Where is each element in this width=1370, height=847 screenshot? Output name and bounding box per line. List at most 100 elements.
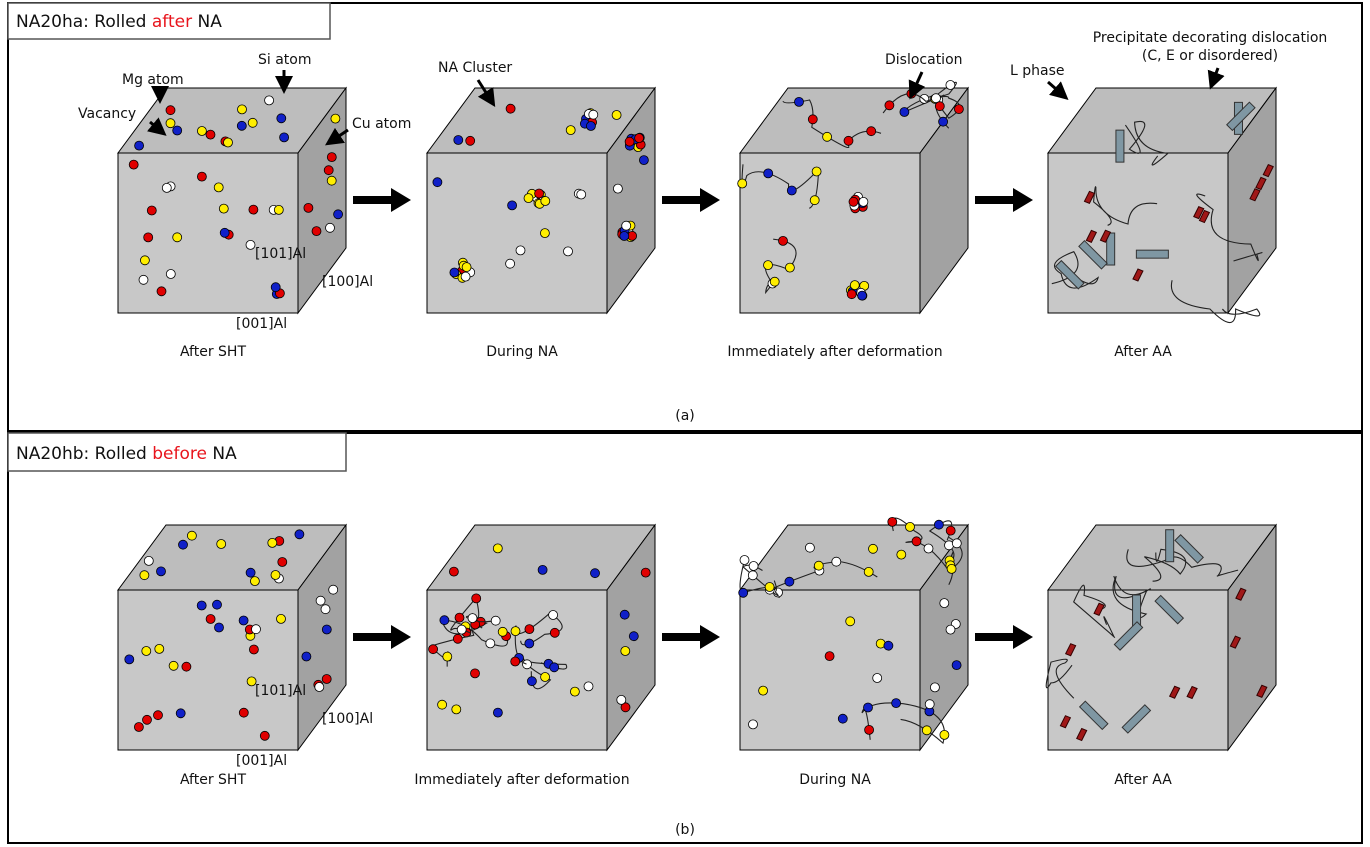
atom [506, 104, 515, 113]
atom [511, 657, 520, 666]
atom [277, 114, 286, 123]
atom [541, 197, 550, 206]
atom [897, 550, 906, 559]
atom [322, 625, 331, 634]
atom [187, 531, 196, 540]
atom [825, 652, 834, 661]
panel-title: NA20hb: Rolled before NA [16, 444, 237, 464]
stage-arrow [975, 625, 1033, 649]
atom [162, 183, 171, 192]
atom [550, 628, 559, 637]
atom [584, 682, 593, 691]
atom [925, 700, 934, 709]
atom [440, 616, 449, 625]
atom [912, 537, 921, 546]
atom [154, 711, 163, 720]
atom [453, 634, 462, 643]
atom [268, 538, 277, 547]
precipitate [1116, 130, 1124, 162]
cube-front [118, 590, 298, 750]
cube [738, 81, 968, 314]
atom [738, 179, 747, 188]
atom [271, 283, 280, 292]
atom [850, 281, 859, 290]
atom [838, 714, 847, 723]
atom [550, 663, 559, 672]
title-highlight: before [152, 444, 207, 464]
atom [237, 121, 246, 130]
axis-label: [001]Al [236, 316, 287, 332]
atom [213, 600, 222, 609]
atom [454, 136, 463, 145]
cube-front [1048, 153, 1228, 313]
atom [140, 256, 149, 265]
atom [629, 632, 638, 641]
atom [327, 153, 336, 162]
atom [892, 699, 901, 708]
atom [586, 122, 595, 131]
atom [315, 683, 324, 692]
atom [455, 613, 464, 622]
atom [749, 562, 758, 571]
atom [450, 268, 459, 277]
atom [277, 614, 286, 623]
atom [486, 639, 495, 648]
atom [147, 206, 156, 215]
atom [278, 558, 287, 567]
atom [621, 647, 630, 656]
title-text: NA [212, 444, 237, 464]
atom [566, 126, 575, 135]
atom [577, 190, 586, 199]
atom [144, 556, 153, 565]
axis-label: [101]Al [255, 683, 306, 699]
atom [549, 611, 558, 620]
annotation-arrow [1048, 82, 1064, 96]
atom [220, 228, 229, 237]
atom [166, 270, 175, 279]
atom [498, 627, 507, 636]
atom [846, 617, 855, 626]
atom [832, 557, 841, 566]
atom [493, 544, 502, 553]
atom [491, 616, 500, 625]
atom [920, 94, 929, 103]
atom [935, 102, 944, 111]
atom [157, 567, 166, 576]
atom [134, 723, 143, 732]
atom [217, 540, 226, 549]
atom [823, 132, 832, 141]
cube [118, 525, 346, 750]
caption: (b) [675, 822, 695, 838]
atom [946, 625, 955, 634]
atom [934, 520, 943, 529]
stage-arrow [975, 188, 1033, 212]
stage-label: Immediately after deformation [414, 772, 629, 788]
axis-label: [100]Al [322, 274, 373, 290]
annotation: NA Cluster [438, 60, 512, 76]
atom [613, 184, 622, 193]
atom [135, 141, 144, 150]
stage-arrow [662, 625, 720, 649]
atom [329, 585, 338, 594]
annotation: Mg atom [122, 72, 184, 88]
atom [924, 544, 933, 553]
stage-label: After AA [1114, 344, 1172, 360]
cube [739, 517, 968, 750]
atom [169, 661, 178, 670]
atom [858, 291, 867, 300]
atom [535, 189, 544, 198]
precipitate [1166, 530, 1174, 562]
axis-label: [100]Al [322, 711, 373, 727]
atom [516, 246, 525, 255]
atom [511, 627, 520, 636]
atom [457, 625, 466, 634]
atom [620, 610, 629, 619]
cube [1048, 88, 1276, 323]
atom [155, 644, 164, 653]
stage-label: After AA [1114, 772, 1172, 788]
atom [759, 686, 768, 695]
atom [166, 106, 175, 115]
atom [847, 290, 856, 299]
atom [206, 615, 215, 624]
atom [849, 197, 858, 206]
